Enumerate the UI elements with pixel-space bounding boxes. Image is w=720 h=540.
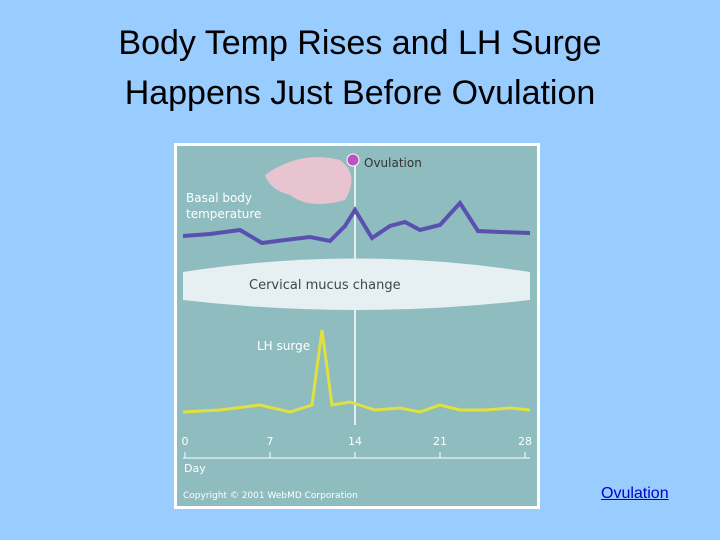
- ovulation-link[interactable]: Ovulation: [601, 485, 669, 502]
- mucus-label: Cervical mucus change: [249, 278, 401, 293]
- bbt-curve: [182, 199, 531, 246]
- day-tick-label: 28: [518, 435, 532, 448]
- day-tick-label: 0: [182, 435, 189, 448]
- mucus-band: [183, 258, 530, 310]
- day-tick-label: 14: [348, 435, 362, 448]
- lh-label: LH surge: [257, 339, 310, 353]
- ovary: [265, 157, 352, 204]
- egg: [346, 153, 360, 167]
- bbt-label: temperature: [186, 207, 261, 221]
- ovulation-label: Ovulation: [364, 156, 422, 170]
- day-tick-label: 21: [433, 435, 447, 448]
- figure-background: [177, 146, 537, 506]
- bbt-label: Basal body: [186, 191, 252, 205]
- copyright: Copyright © 2001 WebMD Corporation: [183, 491, 358, 501]
- title-line: Body Temp Rises and LH Surge: [118, 24, 602, 62]
- axis-label: Day: [184, 462, 206, 475]
- day-tick-label: 7: [267, 435, 274, 448]
- title-line: Happens Just Before Ovulation: [124, 74, 596, 112]
- lh-curve: [182, 329, 531, 414]
